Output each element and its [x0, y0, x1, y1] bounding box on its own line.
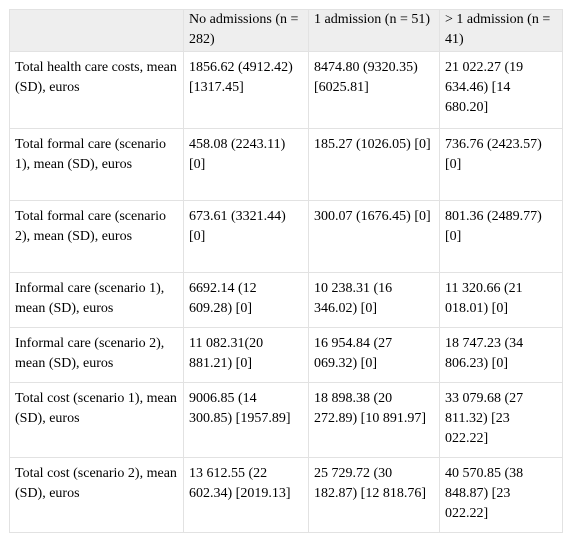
- table-cell: 18 898.38 (20 272.89) [10 891.97]: [308, 382, 440, 458]
- table-cell: 11 320.66 (21 018.01) [0]: [439, 272, 563, 328]
- table-cell: 18 747.23 (34 806.23) [0]: [439, 327, 563, 383]
- row-label: Informal care (scenario 2), mean (SD), e…: [9, 327, 184, 383]
- table-row: Total formal care (scenario 1), mean (SD…: [9, 128, 563, 201]
- header-cell-more-than-one-admission: > 1 admission (n = 41): [439, 9, 563, 52]
- header-row: No admissions (n = 282) 1 admission (n =…: [9, 9, 563, 52]
- table-cell: 9006.85 (14 300.85) [1957.89]: [183, 382, 309, 458]
- table-cell: 11 082.31(20 881.21) [0]: [183, 327, 309, 383]
- table-row: Total cost (scenario 1), mean (SD), euro…: [9, 382, 563, 458]
- row-label: Total formal care (scenario 2), mean (SD…: [9, 200, 184, 273]
- row-label: Total health care costs, mean (SD), euro…: [9, 51, 184, 129]
- table-cell: 21 022.27 (19 634.46) [14 680.20]: [439, 51, 563, 129]
- table-cell: 1856.62 (4912.42) [1317.45]: [183, 51, 309, 129]
- table-row: Informal care (scenario 1), mean (SD), e…: [9, 272, 563, 328]
- table-cell: 16 954.84 (27 069.32) [0]: [308, 327, 440, 383]
- table-row: Total formal care (scenario 2), mean (SD…: [9, 200, 563, 273]
- table-cell: 801.36 (2489.77) [0]: [439, 200, 563, 273]
- table-cell: 25 729.72 (30 182.87) [12 818.76]: [308, 457, 440, 533]
- table-row: Total health care costs, mean (SD), euro…: [9, 51, 563, 129]
- row-label: Informal care (scenario 1), mean (SD), e…: [9, 272, 184, 328]
- cost-table: No admissions (n = 282) 1 admission (n =…: [9, 9, 563, 533]
- table-cell: 33 079.68 (27 811.32) [23 022.22]: [439, 382, 563, 458]
- table-cell: 40 570.85 (38 848.87) [23 022.22]: [439, 457, 563, 533]
- header-cell-empty: [9, 9, 184, 52]
- table-cell: 10 238.31 (16 346.02) [0]: [308, 272, 440, 328]
- table-cell: 6692.14 (12 609.28) [0]: [183, 272, 309, 328]
- header-cell-no-admissions: No admissions (n = 282): [183, 9, 309, 52]
- header-cell-one-admission: 1 admission (n = 51): [308, 9, 440, 52]
- table-body: Total health care costs, mean (SD), euro…: [9, 51, 563, 533]
- table-cell: 300.07 (1676.45) [0]: [308, 200, 440, 273]
- table-cell: 458.08 (2243.11) [0]: [183, 128, 309, 201]
- table-cell: 736.76 (2423.57) [0]: [439, 128, 563, 201]
- table-cell: 13 612.55 (22 602.34) [2019.13]: [183, 457, 309, 533]
- table-header: No admissions (n = 282) 1 admission (n =…: [9, 9, 563, 52]
- table-cell: 8474.80 (9320.35) [6025.81]: [308, 51, 440, 129]
- row-label: Total formal care (scenario 1), mean (SD…: [9, 128, 184, 201]
- row-label: Total cost (scenario 2), mean (SD), euro…: [9, 457, 184, 533]
- table-cell: 673.61 (3321.44) [0]: [183, 200, 309, 273]
- table-row: Total cost (scenario 2), mean (SD), euro…: [9, 457, 563, 533]
- row-label: Total cost (scenario 1), mean (SD), euro…: [9, 382, 184, 458]
- table-row: Informal care (scenario 2), mean (SD), e…: [9, 327, 563, 383]
- table-cell: 185.27 (1026.05) [0]: [308, 128, 440, 201]
